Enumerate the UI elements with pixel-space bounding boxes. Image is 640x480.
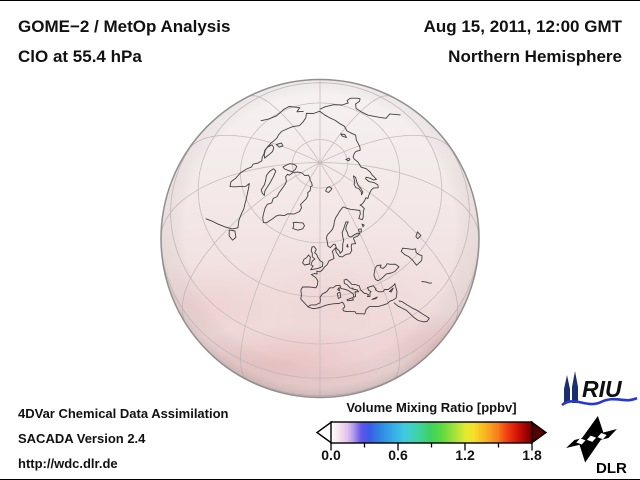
globe-limb — [160, 78, 480, 399]
riu-logo: RIU — [561, 371, 638, 407]
timestamp-block: Aug 15, 2011, 12:00 GMT Northern Hemisph… — [424, 12, 622, 72]
colorbar-tick-label: 0.0 — [321, 447, 341, 463]
page-title: GOME−2 / MetOp Analysis — [18, 17, 231, 36]
dlr-logo: DLR — [566, 416, 627, 477]
riu-logo-text: RIU — [582, 376, 623, 402]
top-border-line — [0, 0, 640, 1]
colorbar-tick-label: 1.2 — [455, 447, 475, 463]
assimilation-label: 4DVar Chemical Data Assimilation — [18, 406, 229, 421]
limb-shading — [161, 79, 479, 398]
colorbar-right-arrow — [530, 420, 548, 445]
colorbar-left-arrow — [315, 420, 333, 445]
title-block: GOME−2 / MetOp Analysis ClO at 55.4 hPa — [18, 12, 230, 72]
version-label: SACADA Version 2.4 — [18, 431, 146, 446]
dlr-logo-text: DLR — [596, 460, 627, 477]
colorbar-gradient-bar — [330, 421, 533, 444]
dlr-emblem-icon — [566, 416, 617, 463]
rhine-wave-icon — [561, 396, 638, 407]
colorbar-legend — [315, 420, 548, 451]
colorbar-tick-label: 1.8 — [522, 447, 542, 463]
colorbar-title: Volume Mixing Ratio [ppbv] — [346, 400, 517, 415]
colorbar-ticks — [330, 443, 533, 451]
page-subtitle: ClO at 55.4 hPa — [18, 47, 142, 66]
hemisphere-label: Northern Hemisphere — [448, 47, 622, 66]
cathedral-icon — [564, 371, 578, 403]
url-label: http://wdc.dlr.de — [18, 456, 118, 471]
timestamp-label: Aug 15, 2011, 12:00 GMT — [423, 17, 622, 36]
colorbar-tick-label: 0.6 — [388, 447, 408, 463]
credits-block: 4DVar Chemical Data Assimilation SACADA … — [18, 401, 229, 476]
